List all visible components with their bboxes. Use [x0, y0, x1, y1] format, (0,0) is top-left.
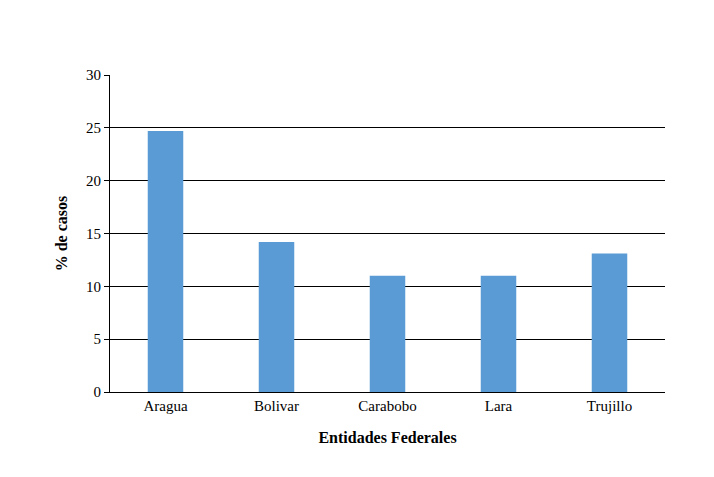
svg-text:Bolivar: Bolivar: [254, 398, 299, 414]
svg-text:Lara: Lara: [485, 398, 513, 414]
svg-text:Entidades Federales: Entidades Federales: [318, 429, 456, 446]
svg-text:10: 10: [86, 279, 101, 295]
svg-text:Carabobo: Carabobo: [358, 398, 416, 414]
svg-text:30: 30: [86, 67, 101, 83]
svg-text:% de casos: % de casos: [53, 196, 70, 272]
svg-text:15: 15: [86, 226, 101, 242]
svg-text:20: 20: [86, 173, 101, 189]
svg-text:Trujillo: Trujillo: [587, 398, 632, 414]
svg-text:Aragua: Aragua: [143, 398, 187, 414]
svg-text:0: 0: [94, 384, 102, 400]
svg-text:25: 25: [86, 120, 101, 136]
svg-text:5: 5: [94, 331, 102, 347]
